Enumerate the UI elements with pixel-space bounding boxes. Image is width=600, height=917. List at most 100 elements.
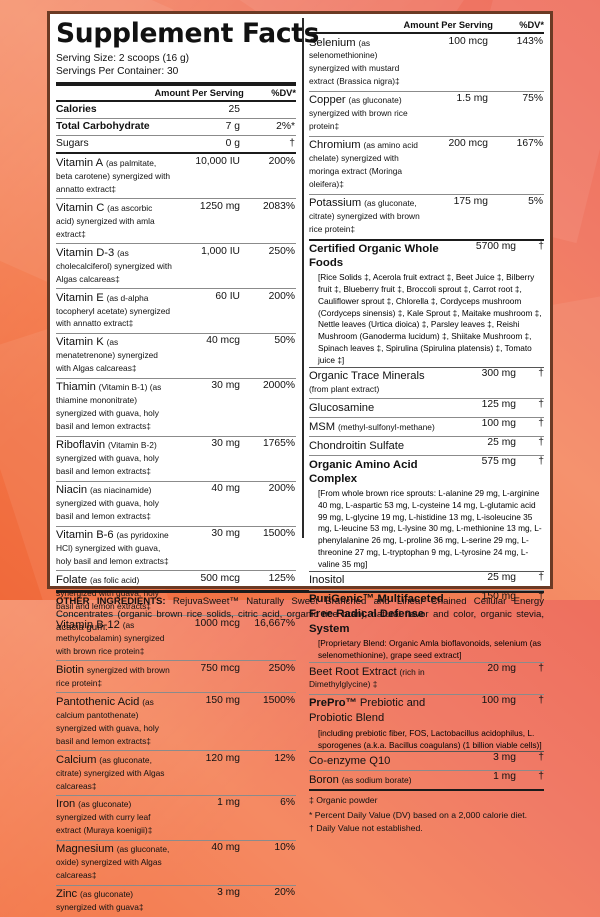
row-amount: 3 mg (217, 887, 240, 899)
row-dv: 10% (274, 842, 295, 854)
row-name: Niacin (56, 484, 88, 497)
dv-header-right: %DV* (519, 20, 544, 30)
row-name: Co-enzyme Q10 (308, 754, 391, 767)
servings-per-container: Servings Per Container: 30 (56, 65, 179, 77)
table-row: Zinc (as gluconate) synergized with guav… (56, 886, 296, 917)
whole-foods-dv: † (538, 240, 544, 252)
table-row: Magnesium (as gluconate, oxide) synergiz… (56, 841, 296, 885)
row-amount: 40 mcg (206, 335, 240, 347)
table-row: Inositol 25 mg † (309, 572, 544, 590)
purigenic-blend: [Proprietary Blend: Organic Amla bioflav… (317, 638, 542, 661)
row-dv: 143% (516, 35, 543, 47)
row-amount: 750 mcg (200, 662, 241, 674)
row-amount: 200 mcg (448, 138, 489, 150)
label-stage: Supplement Facts Serving Size: 2 scoops … (47, 11, 553, 913)
left-column: Supplement Facts Serving Size: 2 scoops … (56, 18, 320, 912)
table-row: Iron (as gluconate) synergized with curr… (56, 796, 296, 840)
table-row: Beet Root Extract (rich in Dimethylglyci… (309, 663, 544, 694)
prepro-blend: [including prebiotic fiber, FOS, Lactoba… (317, 727, 542, 750)
table-row: Vitamin A (as palmitate, beta carotene) … (56, 154, 296, 198)
row-amount: 1,000 IU (201, 245, 240, 257)
row-dv: † (538, 399, 544, 411)
row-amount: 120 mg (205, 752, 240, 764)
table-row: Organic Trace Minerals (from plant extra… (309, 368, 544, 399)
row-name: Potassium (308, 197, 362, 210)
row-amount: 100 mcg (448, 35, 489, 47)
row-subtext: (Vitamin B-2) synergized with guava, hol… (56, 440, 159, 477)
dv-header: %DV* (271, 88, 296, 99)
whole-foods-row: Certified Organic Whole Foods 5700 mg † (309, 241, 544, 273)
serving-size: Serving Size: 2 scoops (16 g) (56, 52, 190, 64)
row-name: Glucosamine (308, 401, 375, 414)
row-dv: 20% (274, 887, 295, 899)
row-amount: 60 IU (215, 290, 240, 302)
row-name: Vitamin C (56, 201, 105, 214)
row-amount: 10,000 IU (195, 155, 240, 167)
table-row: Sugars 0 g † (56, 136, 296, 152)
table-row: Calories 25 (56, 102, 296, 118)
row-name: Chondroitin Sulfate (308, 439, 405, 452)
row-amount: 25 mg (487, 437, 516, 449)
whole-foods-amount: 5700 mg (475, 240, 516, 252)
row-amount: 40 mg (211, 842, 240, 854)
table-row: Chondroitin Sulfate 25 mg † (309, 437, 544, 455)
purigenic-dv: † (538, 590, 544, 602)
row-dv: 167% (516, 138, 543, 150)
row-amount: 1000 mcg (194, 617, 240, 629)
other-ingredients-label: OTHER INGREDIENTS: (56, 596, 166, 607)
row-dv: † (538, 367, 544, 379)
page-title: Supplement Facts (56, 18, 320, 49)
row-name: Magnesium (56, 843, 114, 856)
row-dv: 125% (268, 572, 295, 584)
amino-blend: [From whole brown rice sprouts: L-alanin… (317, 488, 542, 569)
prepro-amount: 100 mg (481, 694, 516, 706)
row-dv: 16,667% (254, 617, 295, 629)
row-subtext: (as menatetrenone) synergized with Algas… (56, 337, 158, 374)
row-name: Inositol (308, 574, 345, 587)
row-dv: 6% (280, 797, 295, 809)
row-dv: 1500% (262, 694, 295, 706)
row-dv: 75% (522, 93, 543, 105)
prepro-row: PrePro™ Prebiotic and Probiotic Blend 10… (309, 695, 544, 728)
row-dv: 12% (274, 752, 295, 764)
table-row: Selenium (as selenomethionine) synergize… (309, 34, 544, 91)
row-subtext: (as pyridoxine HCl) synergized with guav… (56, 530, 169, 566)
column-divider (302, 18, 304, 538)
row-dv: 1500% (262, 528, 295, 540)
row-subtext: (Vitamin B-1) (as thiamine mononitrate) … (56, 382, 162, 432)
row-amount: 25 mg (487, 571, 516, 583)
row-subtext: (as cholecalciferol) synergized with Alg… (56, 247, 172, 284)
row-dv: † (538, 571, 544, 583)
row-dv: 2%* (276, 120, 295, 132)
row-amount: 40 mg (211, 483, 240, 495)
row-amount: 1.5 mg (456, 93, 488, 105)
row-name: Total Carbohydrate (56, 120, 150, 132)
amino-complex-row: Organic Amino Acid Complex 575 mg † (309, 456, 544, 488)
row-subtext: (as ascorbic acid) synergized with amla … (56, 202, 155, 239)
row-amount: 30 mg (211, 438, 240, 450)
row-name: MSM (308, 420, 336, 433)
amino-amount: 575 mg (481, 456, 516, 468)
row-name: Vitamin B-6 (56, 529, 114, 542)
amount-header: Amount Per Serving (154, 88, 244, 99)
table-row: Chromium (as amino acid chelate) synergi… (309, 137, 544, 194)
table-row: Biotin synergized with brown rice protei… (56, 661, 296, 692)
row-name: Vitamin A (56, 156, 104, 169)
footnote-percent-dv: * Percent Daily Value (DV) based on a 2,… (308, 809, 528, 820)
row-subtext: (as amino acid chelate) synergized with … (308, 140, 418, 190)
row-amount: 7 g (225, 120, 240, 132)
row-subtext: (as selenomethionine) synergized with mu… (308, 37, 400, 87)
row-name: Copper (308, 94, 346, 107)
table-row: Vitamin B-6 (as pyridoxine HCl) synergiz… (56, 527, 296, 571)
row-amount: 100 mg (481, 418, 516, 430)
row-subtext: (from plant extract) (308, 384, 380, 394)
table-row: Glucosamine 125 mg † (309, 399, 544, 417)
row-subtext: (as palmitate, beta carotene) synergized… (56, 157, 171, 194)
row-subtext: (as gluconate) synergized with brown ric… (308, 95, 408, 132)
amino-dv: † (538, 456, 544, 468)
row-name: Vitamin K (56, 336, 104, 349)
row-name: Riboflavin (56, 439, 106, 452)
row-dv: 200% (268, 290, 295, 302)
row-name: Biotin (56, 663, 84, 676)
whole-foods-blend: [Rice Solids ‡, Acerola fruit extract ‡,… (317, 272, 542, 365)
